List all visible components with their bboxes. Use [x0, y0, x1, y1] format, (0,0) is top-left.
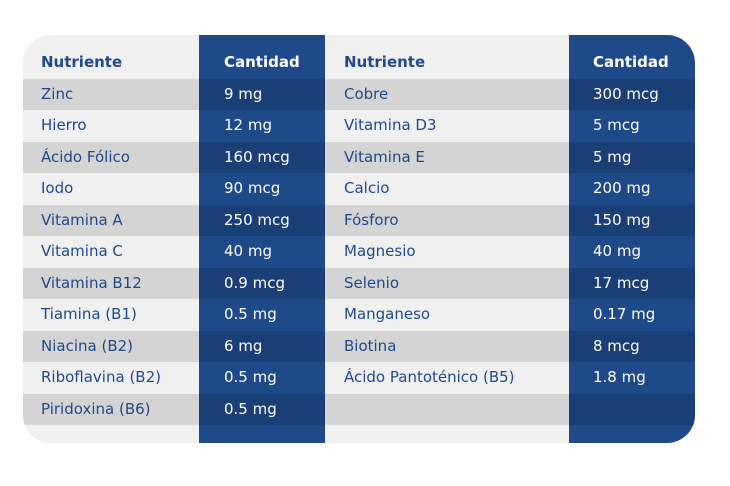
header-cantidad-left: Cantidad	[224, 53, 300, 71]
table-row: Vitamina B12 0.9 mcg Selenio 17 mcg	[23, 267, 695, 299]
nutrient-name: Selenio	[325, 267, 569, 299]
nutrient-amount: 5 mcg	[593, 116, 640, 134]
nutrient-amount: 1.8 mg	[593, 368, 646, 386]
table-row: Ácido Fólico 160 mcg Vitamina E 5 mg	[23, 141, 695, 173]
header-nutriente-left: Nutriente	[41, 53, 123, 71]
nutrient-name: Fósforo	[325, 204, 569, 236]
nutrient-amount: 40 mg	[224, 242, 272, 260]
nutrient-name: Manganeso	[344, 305, 431, 323]
nutrient-table: Nutriente Cantidad Nutriente Cantidad Zi…	[23, 35, 695, 443]
nutrient-name: Vitamina E	[325, 141, 569, 173]
nutrient-name: Vitamina A	[23, 204, 199, 236]
nutrient-amount: 8 mcg	[569, 330, 695, 362]
nutrient-name: Ácido Pantoténico (B5)	[344, 368, 515, 386]
table-row: Zinc 9 mg Cobre 300 mcg	[23, 78, 695, 110]
nutrient-amount: 5 mg	[569, 141, 695, 173]
nutrient-amount: 0.5 mg	[224, 368, 277, 386]
nutrient-amount: 9 mg	[199, 78, 325, 110]
nutrient-amount: 150 mg	[569, 204, 695, 236]
nutrient-amount: 250 mcg	[199, 204, 325, 236]
table-row: Riboflavina (B2) 0.5 mg Ácido Pantoténic…	[23, 362, 695, 394]
nutrient-name: Cobre	[325, 78, 569, 110]
nutrient-amount: 40 mg	[593, 242, 641, 260]
nutrient-name: Vitamina B12	[23, 267, 199, 299]
nutrient-name: Ácido Fólico	[23, 141, 199, 173]
header-nutriente-right: Nutriente	[344, 53, 426, 71]
table-row: Tiamina (B1) 0.5 mg Manganeso 0.17 mg	[23, 299, 695, 331]
nutrient-amount: 0.5 mg	[199, 393, 325, 425]
nutrient-name: Tiamina (B1)	[41, 305, 137, 323]
nutrient-name: Vitamina C	[41, 242, 123, 260]
nutrient-amount: 17 mcg	[569, 267, 695, 299]
nutrient-name: Vitamina D3	[344, 116, 437, 134]
nutrient-name	[325, 393, 569, 425]
nutrient-name: Riboflavina (B2)	[41, 368, 161, 386]
table-row: Vitamina A 250 mcg Fósforo 150 mg	[23, 204, 695, 236]
nutrient-amount: 90 mcg	[224, 179, 281, 197]
nutrient-name: Magnesio	[344, 242, 416, 260]
header-cantidad-right: Cantidad	[593, 53, 669, 71]
nutrient-amount: 300 mcg	[569, 78, 695, 110]
table-row: Vitamina C 40 mg Magnesio 40 mg	[23, 236, 695, 268]
table-header-row: Nutriente Cantidad Nutriente Cantidad	[23, 47, 695, 79]
nutrient-name: Hierro	[41, 116, 87, 134]
table-row: Hierro 12 mg Vitamina D3 5 mcg	[23, 110, 695, 142]
nutrient-amount: 200 mg	[593, 179, 651, 197]
table-row: Piridoxina (B6) 0.5 mg	[23, 393, 695, 425]
table-row: Niacina (B2) 6 mg Biotina 8 mcg	[23, 330, 695, 362]
nutrient-amount: 0.5 mg	[224, 305, 277, 323]
nutrient-amount: 12 mg	[224, 116, 272, 134]
table-row: Iodo 90 mcg Calcio 200 mg	[23, 173, 695, 205]
nutrient-amount: 0.9 mcg	[199, 267, 325, 299]
nutrient-name: Biotina	[325, 330, 569, 362]
nutrient-name: Piridoxina (B6)	[23, 393, 199, 425]
nutrient-amount: 6 mg	[199, 330, 325, 362]
nutrient-name: Calcio	[344, 179, 390, 197]
nutrient-amount	[569, 393, 695, 425]
nutrient-amount: 160 mcg	[199, 141, 325, 173]
nutrient-name: Zinc	[23, 78, 199, 110]
nutrient-name: Niacina (B2)	[23, 330, 199, 362]
nutrient-name: Iodo	[41, 179, 74, 197]
nutrient-amount: 0.17 mg	[593, 305, 656, 323]
